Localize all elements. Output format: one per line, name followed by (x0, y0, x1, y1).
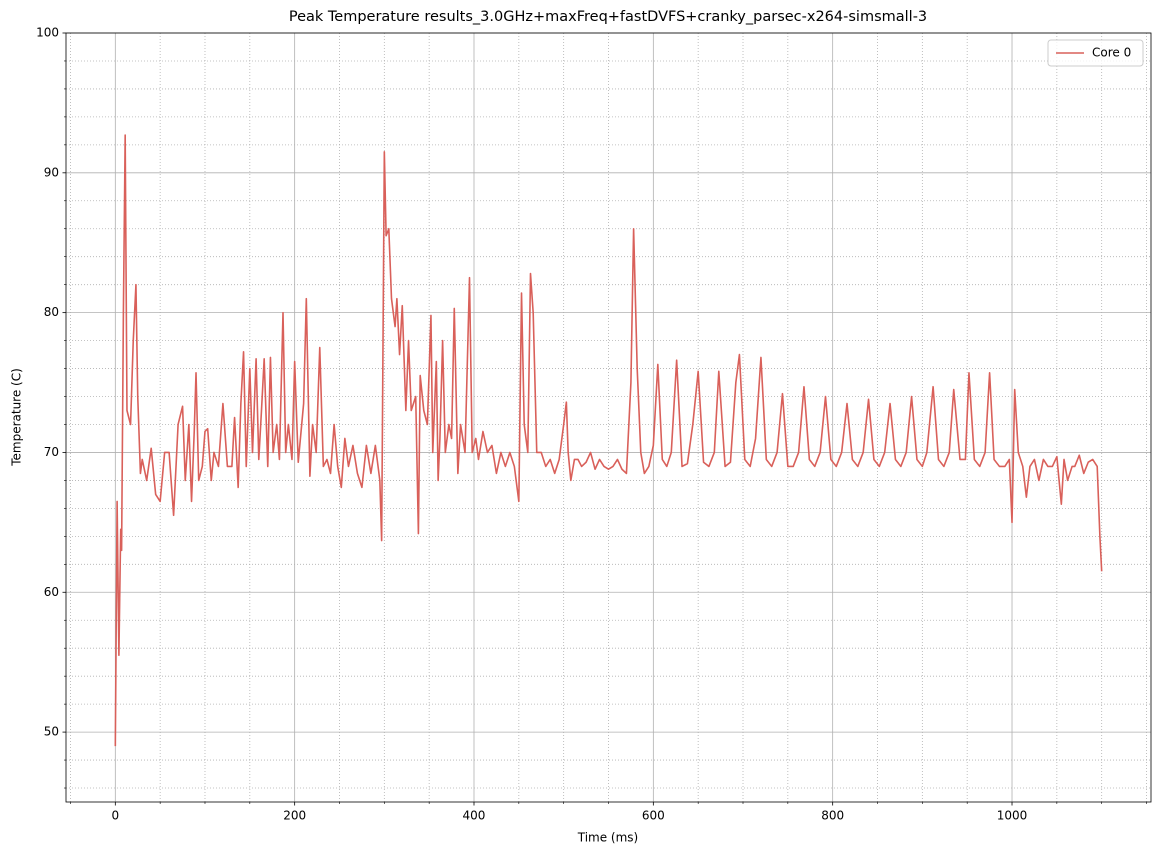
y-tick-label: 100 (36, 26, 59, 40)
x-tick-label: 0 (111, 809, 119, 823)
x-tick-label: 200 (283, 809, 306, 823)
data-line (114, 134, 1103, 747)
x-tick-label: 600 (642, 809, 665, 823)
x-tick-label: 400 (463, 809, 486, 823)
y-tick-label: 60 (44, 585, 59, 599)
y-tick-label: 90 (44, 165, 59, 179)
chart-title: Peak Temperature results_3.0GHz+maxFreq+… (289, 9, 927, 25)
legend: Core 0 (1047, 39, 1144, 67)
y-axis-label: Temperature (C) (10, 368, 24, 467)
legend-label: Core 0 (1092, 46, 1131, 60)
x-axis-label: Time (ms) (577, 831, 639, 845)
y-tick-label: 80 (44, 305, 59, 319)
y-tick-label: 70 (44, 445, 59, 459)
legend-box (1047, 39, 1144, 67)
plot (114, 134, 1103, 747)
y-tick-label: 50 (44, 725, 59, 739)
x-tick-label: 800 (821, 809, 844, 823)
x-tick-label: 1000 (997, 809, 1028, 823)
